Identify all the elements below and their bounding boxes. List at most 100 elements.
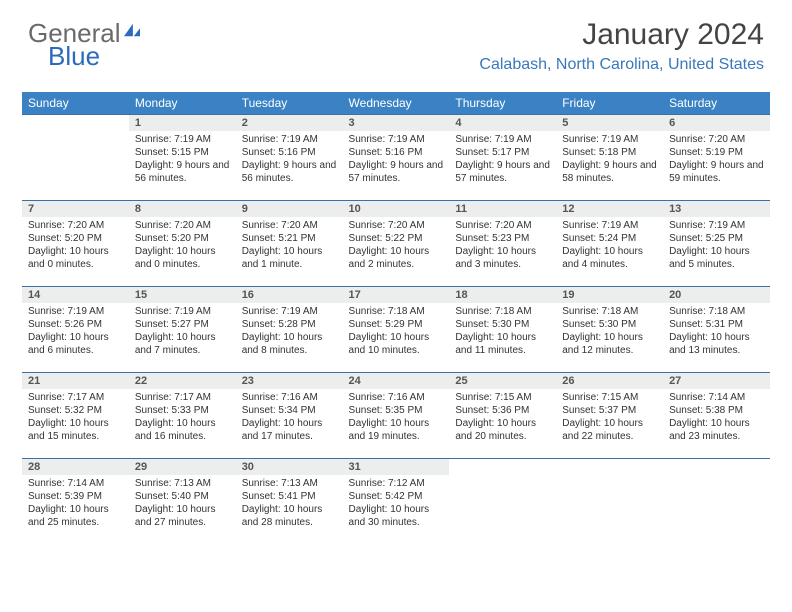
logo-sail-icon [122, 18, 142, 41]
sunrise-text: Sunrise: 7:20 AM [28, 219, 123, 232]
sunrise-text: Sunrise: 7:20 AM [135, 219, 230, 232]
daylight-text: Daylight: 10 hours and 23 minutes. [669, 417, 764, 443]
day-cell: Sunrise: 7:13 AMSunset: 5:40 PMDaylight:… [129, 475, 236, 545]
day-header: Monday [129, 92, 236, 115]
sunrise-text: Sunrise: 7:14 AM [669, 391, 764, 404]
sunset-text: Sunset: 5:16 PM [349, 146, 444, 159]
day-number: 29 [129, 459, 236, 475]
day-cell: Sunrise: 7:19 AMSunset: 5:15 PMDaylight:… [129, 131, 236, 201]
sunset-text: Sunset: 5:16 PM [242, 146, 337, 159]
sunset-text: Sunset: 5:35 PM [349, 404, 444, 417]
sunrise-text: Sunrise: 7:20 AM [242, 219, 337, 232]
day-number [449, 459, 556, 475]
sunrise-text: Sunrise: 7:15 AM [455, 391, 550, 404]
daylight-text: Daylight: 10 hours and 2 minutes. [349, 245, 444, 271]
day-cell [22, 131, 129, 201]
day-number-row: 28293031 [22, 459, 770, 475]
header: GeneralBlue January 2024 Calabash, North… [0, 0, 792, 82]
day-number: 28 [22, 459, 129, 475]
sunrise-text: Sunrise: 7:19 AM [242, 133, 337, 146]
sunrise-text: Sunrise: 7:14 AM [28, 477, 123, 490]
sunset-text: Sunset: 5:28 PM [242, 318, 337, 331]
daylight-text: Daylight: 10 hours and 11 minutes. [455, 331, 550, 357]
sunrise-text: Sunrise: 7:19 AM [455, 133, 550, 146]
daylight-text: Daylight: 10 hours and 28 minutes. [242, 503, 337, 529]
sunrise-text: Sunrise: 7:16 AM [242, 391, 337, 404]
daylight-text: Daylight: 10 hours and 4 minutes. [562, 245, 657, 271]
sunrise-text: Sunrise: 7:19 AM [562, 219, 657, 232]
sunrise-text: Sunrise: 7:19 AM [562, 133, 657, 146]
location: Calabash, North Carolina, United States [479, 56, 764, 74]
daylight-text: Daylight: 10 hours and 0 minutes. [28, 245, 123, 271]
daylight-text: Daylight: 9 hours and 56 minutes. [242, 159, 337, 185]
day-cell: Sunrise: 7:14 AMSunset: 5:38 PMDaylight:… [663, 389, 770, 459]
day-cell: Sunrise: 7:19 AMSunset: 5:25 PMDaylight:… [663, 217, 770, 287]
sunset-text: Sunset: 5:20 PM [28, 232, 123, 245]
day-cell: Sunrise: 7:19 AMSunset: 5:24 PMDaylight:… [556, 217, 663, 287]
daylight-text: Daylight: 10 hours and 19 minutes. [349, 417, 444, 443]
day-number: 25 [449, 373, 556, 389]
sunset-text: Sunset: 5:19 PM [669, 146, 764, 159]
day-cell: Sunrise: 7:20 AMSunset: 5:19 PMDaylight:… [663, 131, 770, 201]
day-header-row: SundayMondayTuesdayWednesdayThursdayFrid… [22, 92, 770, 115]
sunset-text: Sunset: 5:34 PM [242, 404, 337, 417]
day-cell: Sunrise: 7:19 AMSunset: 5:27 PMDaylight:… [129, 303, 236, 373]
daylight-text: Daylight: 10 hours and 6 minutes. [28, 331, 123, 357]
sunset-text: Sunset: 5:22 PM [349, 232, 444, 245]
day-number: 18 [449, 287, 556, 303]
day-number: 31 [343, 459, 450, 475]
sunset-text: Sunset: 5:18 PM [562, 146, 657, 159]
daylight-text: Daylight: 10 hours and 22 minutes. [562, 417, 657, 443]
sunrise-text: Sunrise: 7:18 AM [669, 305, 764, 318]
day-cell: Sunrise: 7:20 AMSunset: 5:22 PMDaylight:… [343, 217, 450, 287]
logo: GeneralBlue [28, 18, 142, 69]
sunset-text: Sunset: 5:20 PM [135, 232, 230, 245]
day-cell: Sunrise: 7:13 AMSunset: 5:41 PMDaylight:… [236, 475, 343, 545]
sunrise-text: Sunrise: 7:17 AM [28, 391, 123, 404]
day-number: 1 [129, 115, 236, 131]
day-cell: Sunrise: 7:19 AMSunset: 5:16 PMDaylight:… [343, 131, 450, 201]
sunrise-text: Sunrise: 7:16 AM [349, 391, 444, 404]
day-number: 17 [343, 287, 450, 303]
daylight-text: Daylight: 9 hours and 56 minutes. [135, 159, 230, 185]
sunset-text: Sunset: 5:33 PM [135, 404, 230, 417]
daylight-text: Daylight: 10 hours and 15 minutes. [28, 417, 123, 443]
daylight-text: Daylight: 10 hours and 10 minutes. [349, 331, 444, 357]
day-number-row: 78910111213 [22, 201, 770, 217]
day-number-row: 21222324252627 [22, 373, 770, 389]
day-cell [449, 475, 556, 545]
day-content-row: Sunrise: 7:14 AMSunset: 5:39 PM Daylight:… [22, 475, 770, 545]
day-number: 22 [129, 373, 236, 389]
sunset-text: Sunset: 5:17 PM [455, 146, 550, 159]
day-number: 8 [129, 201, 236, 217]
day-cell: Sunrise: 7:18 AMSunset: 5:29 PMDaylight:… [343, 303, 450, 373]
sunset-text: Sunset: 5:38 PM [669, 404, 764, 417]
day-number: 6 [663, 115, 770, 131]
sunset-text: Sunset: 5:42 PM [349, 490, 444, 503]
day-number: 15 [129, 287, 236, 303]
day-cell: Sunrise: 7:19 AMSunset: 5:17 PMDaylight:… [449, 131, 556, 201]
sunrise-text: Sunrise: 7:19 AM [349, 133, 444, 146]
day-cell: Sunrise: 7:20 AMSunset: 5:23 PMDaylight:… [449, 217, 556, 287]
sunset-text: Sunset: 5:31 PM [669, 318, 764, 331]
day-content-row: Sunrise: 7:20 AMSunset: 5:20 PMDaylight:… [22, 217, 770, 287]
day-number: 24 [343, 373, 450, 389]
day-number [556, 459, 663, 475]
day-cell: Sunrise: 7:12 AMSunset: 5:42 PMDaylight:… [343, 475, 450, 545]
day-content-row: Sunrise: 7:19 AMSunset: 5:15 PMDaylight:… [22, 131, 770, 201]
sunrise-text: Sunrise: 7:19 AM [135, 305, 230, 318]
daylight-text: Daylight: 10 hours and 17 minutes. [242, 417, 337, 443]
day-header: Friday [556, 92, 663, 115]
day-cell: Sunrise: 7:19 AMSunset: 5:28 PMDaylight:… [236, 303, 343, 373]
day-header: Thursday [449, 92, 556, 115]
day-number: 5 [556, 115, 663, 131]
daylight-text: Daylight: 10 hours and 5 minutes. [669, 245, 764, 271]
day-cell: Sunrise: 7:15 AMSunset: 5:37 PMDaylight:… [556, 389, 663, 459]
day-content-row: Sunrise: 7:17 AMSunset: 5:32 PMDaylight:… [22, 389, 770, 459]
day-cell [556, 475, 663, 545]
day-header: Wednesday [343, 92, 450, 115]
sunrise-text: Sunrise: 7:19 AM [242, 305, 337, 318]
logo-text-2: Blue [28, 45, 142, 68]
day-cell: Sunrise: 7:15 AMSunset: 5:36 PMDaylight:… [449, 389, 556, 459]
sunset-text: Sunset: 5:39 PM [28, 490, 123, 503]
